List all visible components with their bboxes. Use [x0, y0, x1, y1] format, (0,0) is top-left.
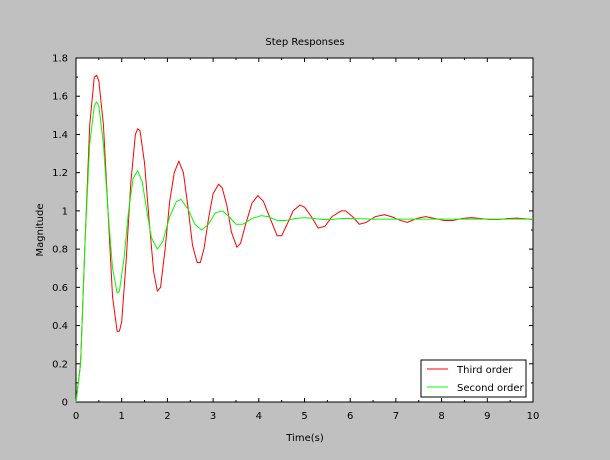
y-tick-label: 1 [62, 206, 68, 217]
x-tick-label: 1 [119, 411, 125, 422]
y-tick-label: 0 [62, 398, 68, 409]
series-lines [75, 74, 534, 403]
y-tick-label: 0.6 [52, 283, 68, 294]
axis-ticks: 0 1 2 3 4 5 6 7 8 9 10 0 0.2 0.4 0.6 0.8 1 1.2 1.4 1.6 1.8 [52, 54, 539, 423]
legend-box [420, 359, 527, 398]
x-tick-label: 8 [438, 411, 444, 422]
y-tick-label: 1.8 [52, 54, 68, 65]
legend: Third order Second order [420, 359, 527, 398]
y-tick-label: 1.2 [52, 168, 68, 179]
legend-label-third-order: Third order [456, 365, 513, 376]
x-tick-label: 0 [73, 411, 79, 422]
plot-area [75, 57, 534, 403]
y-tick-label: 0.8 [52, 245, 68, 256]
x-tick-label: 6 [347, 411, 353, 422]
x-tick-label: 3 [210, 411, 216, 422]
x-tick-label: 10 [527, 411, 540, 422]
y-axis-label: Magnitude [35, 204, 46, 257]
series-line-second-order [75, 101, 533, 403]
y-tick-label: 1.6 [52, 92, 68, 103]
chart-title: Step Responses [265, 37, 344, 48]
legend-label-second-order: Second order [457, 383, 525, 394]
x-tick-label: 2 [164, 411, 170, 422]
y-tick-label: 0.2 [52, 359, 68, 370]
x-axis-label: Time(s) [285, 433, 324, 444]
y-tick-label: 0.4 [52, 321, 68, 332]
x-tick-label: 9 [484, 411, 490, 422]
x-tick-label: 5 [301, 411, 307, 422]
y-tick-label: 1.4 [52, 130, 68, 141]
x-tick-label: 4 [256, 411, 262, 422]
x-tick-label: 7 [393, 411, 399, 422]
